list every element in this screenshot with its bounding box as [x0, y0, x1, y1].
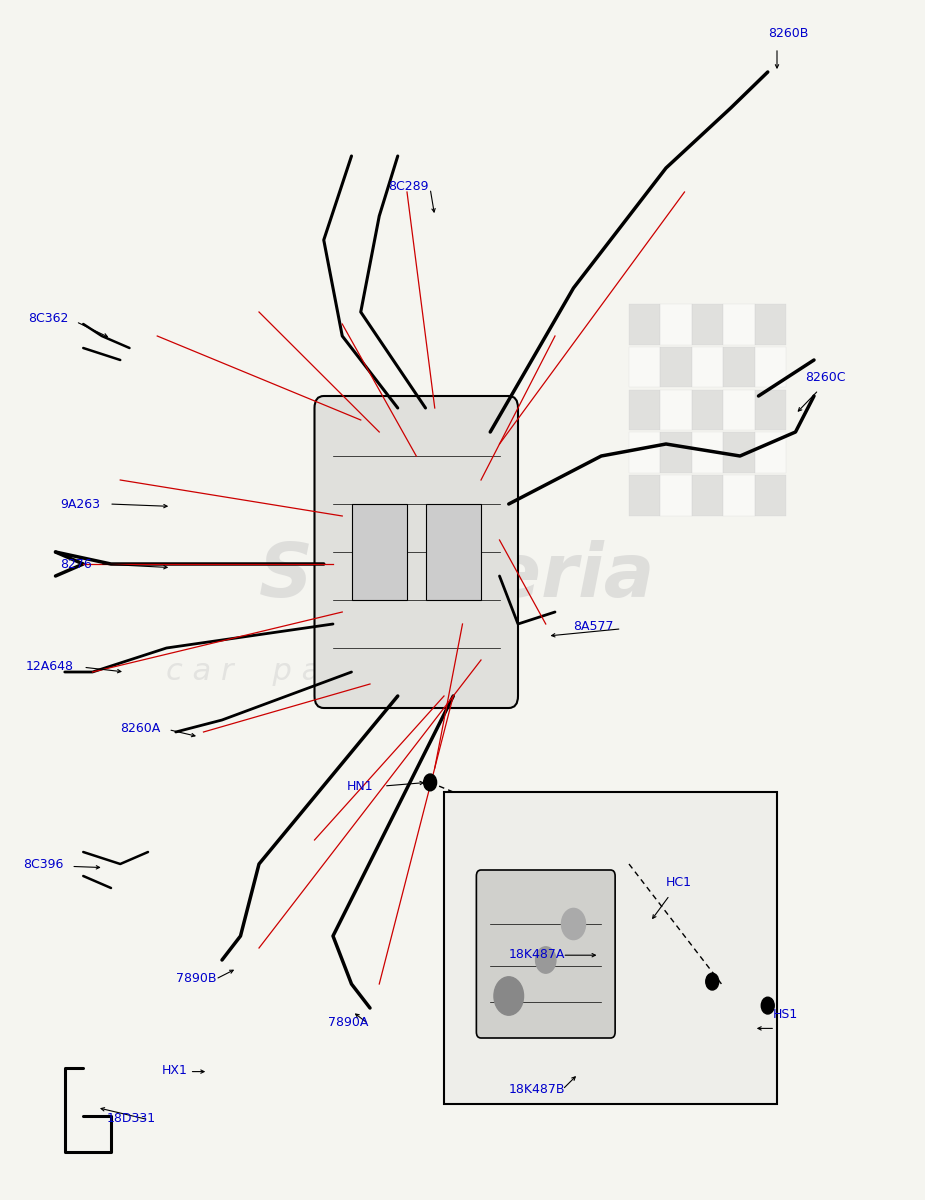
Text: 8260B: 8260B [768, 28, 808, 40]
Text: 8C396: 8C396 [23, 858, 64, 870]
Bar [629, 432, 660, 473]
Text: 18K487A: 18K487A [509, 948, 565, 960]
Text: 12A648: 12A648 [26, 660, 74, 672]
Circle shape [561, 908, 586, 940]
Bar [444, 792, 777, 1104]
Bar [755, 304, 786, 344]
Bar [723, 304, 755, 344]
Bar [660, 347, 692, 388]
Bar [755, 347, 786, 388]
Text: 8260A: 8260A [120, 722, 161, 734]
Bar [660, 432, 692, 473]
Bar [629, 347, 660, 388]
Circle shape [706, 973, 719, 990]
Bar [352, 504, 407, 600]
Text: 8C289: 8C289 [388, 180, 429, 192]
Bar [629, 390, 660, 431]
Bar [692, 347, 723, 388]
Text: 7890A: 7890A [328, 1016, 369, 1028]
Bar [660, 304, 692, 344]
Text: 9A263: 9A263 [60, 498, 100, 510]
Circle shape [761, 997, 774, 1014]
Bar [660, 390, 692, 431]
Bar [692, 390, 723, 431]
Text: 8276: 8276 [60, 558, 92, 570]
FancyBboxPatch shape [314, 396, 518, 708]
Text: 18D331: 18D331 [106, 1112, 155, 1124]
Bar [755, 390, 786, 431]
Circle shape [494, 977, 524, 1015]
Bar [723, 390, 755, 431]
Bar [755, 475, 786, 516]
Text: 8A577: 8A577 [574, 620, 614, 632]
Bar [629, 475, 660, 516]
Text: 8C362: 8C362 [28, 312, 68, 324]
Text: SCUDeria: SCUDeria [259, 540, 656, 612]
Bar [692, 432, 723, 473]
Text: 7890B: 7890B [176, 972, 216, 984]
Bar [629, 304, 660, 344]
Bar [755, 432, 786, 473]
Text: HC1: HC1 [666, 876, 692, 888]
FancyBboxPatch shape [476, 870, 615, 1038]
Bar [692, 304, 723, 344]
Text: c a r    p a r t s: c a r p a r t s [166, 658, 390, 686]
Bar [723, 475, 755, 516]
Bar [692, 475, 723, 516]
Text: 18K487B: 18K487B [509, 1084, 565, 1096]
Circle shape [536, 947, 556, 973]
Bar [660, 475, 692, 516]
Text: HN1: HN1 [347, 780, 374, 792]
Text: HS1: HS1 [772, 1008, 797, 1020]
Bar [723, 347, 755, 388]
Bar [426, 504, 481, 600]
Circle shape [424, 774, 437, 791]
Text: 8260C: 8260C [805, 372, 845, 384]
Bar [723, 432, 755, 473]
Text: HX1: HX1 [162, 1064, 188, 1076]
